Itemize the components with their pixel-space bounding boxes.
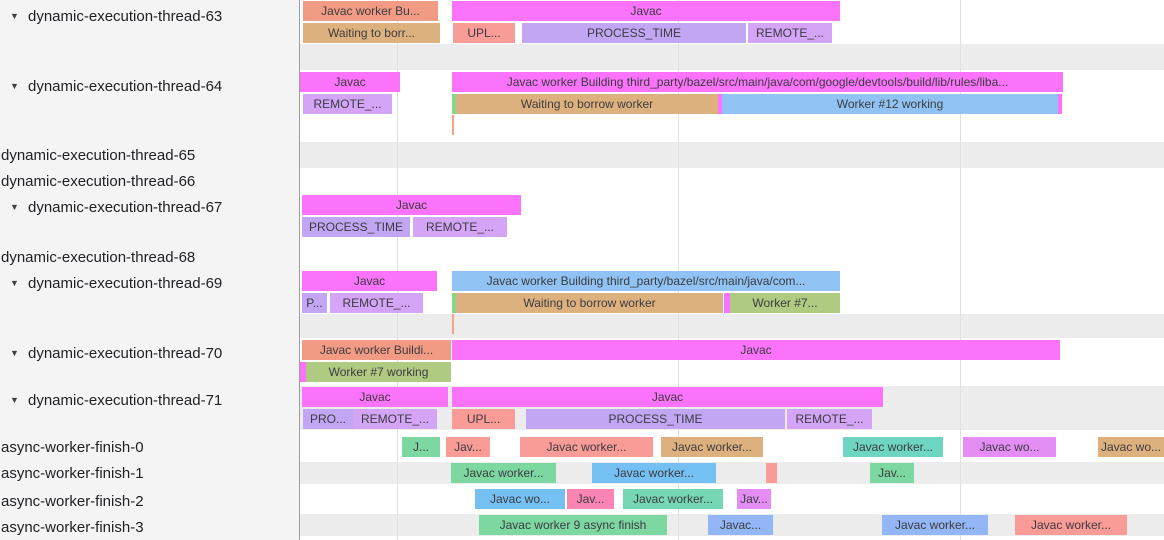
track-label-text: async-worker-finish-3 bbox=[1, 518, 144, 536]
track-label-text: async-worker-finish-1 bbox=[1, 464, 144, 482]
trace-span[interactable]: Javac bbox=[302, 195, 521, 215]
track-label-text: dynamic-execution-thread-66 bbox=[1, 172, 196, 190]
trace-span-sliver[interactable] bbox=[300, 362, 306, 382]
trace-span[interactable]: Javac worker Building third_party/bazel/… bbox=[452, 271, 840, 291]
trace-span[interactable]: Jav... bbox=[446, 437, 490, 457]
time-gridline bbox=[960, 0, 961, 540]
track-background-band bbox=[300, 142, 1164, 168]
trace-span[interactable]: Waiting to borr... bbox=[303, 23, 440, 43]
trace-span[interactable]: Javac worker... bbox=[843, 437, 943, 457]
trace-span[interactable]: PROCESS_TIME bbox=[526, 409, 785, 429]
track-label-async-worker-finish-1[interactable]: async-worker-finish-1 bbox=[0, 460, 299, 486]
instant-event-marker[interactable] bbox=[452, 314, 454, 334]
track-label-text: dynamic-execution-thread-64 bbox=[28, 77, 223, 95]
expand-arrow-icon[interactable]: ▼ bbox=[10, 202, 19, 212]
track-background-band bbox=[300, 462, 1164, 484]
time-gridline bbox=[397, 0, 398, 540]
trace-span[interactable]: Javac worker... bbox=[623, 489, 723, 509]
track-label-text: async-worker-finish-2 bbox=[1, 492, 144, 510]
trace-span[interactable]: Worker #7 working bbox=[306, 362, 451, 382]
trace-span[interactable]: Worker #12 working bbox=[722, 94, 1058, 114]
trace-span[interactable]: Javac wo... bbox=[475, 489, 565, 509]
track-label-dynamic-execution-thread-69[interactable]: ▼ dynamic-execution-thread-69 bbox=[0, 270, 298, 296]
trace-span[interactable]: Javac bbox=[452, 340, 1060, 360]
track-label-dynamic-execution-thread-66[interactable]: dynamic-execution-thread-66 bbox=[0, 168, 299, 194]
trace-span[interactable]: Javac worker... bbox=[520, 437, 653, 457]
expand-arrow-icon[interactable]: ▼ bbox=[10, 81, 19, 91]
trace-span[interactable]: Javac worker Buildi... bbox=[302, 340, 451, 360]
trace-span[interactable]: REMOTE_... bbox=[353, 409, 437, 429]
track-label-dynamic-execution-thread-68[interactable]: dynamic-execution-thread-68 bbox=[0, 244, 299, 270]
expand-arrow-icon[interactable]: ▼ bbox=[10, 278, 19, 288]
trace-span[interactable]: Javac bbox=[452, 1, 840, 21]
track-label-text: async-worker-finish-0 bbox=[1, 438, 144, 456]
expand-arrow-icon[interactable]: ▼ bbox=[10, 348, 19, 358]
trace-span[interactable]: Javac bbox=[300, 72, 400, 92]
time-gridline bbox=[678, 0, 679, 540]
trace-span[interactable]: UPL... bbox=[453, 23, 515, 43]
track-label-dynamic-execution-thread-67[interactable]: ▼ dynamic-execution-thread-67 bbox=[0, 194, 298, 220]
trace-span[interactable]: Javac worker... bbox=[882, 515, 988, 535]
trace-span[interactable]: UPL... bbox=[452, 409, 515, 429]
track-label-text: dynamic-execution-thread-71 bbox=[28, 391, 223, 409]
trace-span[interactable]: Javac worker... bbox=[1015, 515, 1127, 535]
trace-span[interactable]: PROCESS_TIME bbox=[522, 23, 746, 43]
trace-span[interactable]: Waiting to borrow worker bbox=[456, 94, 718, 114]
trace-span[interactable]: Javac wo... bbox=[963, 437, 1056, 457]
trace-span-sliver[interactable] bbox=[452, 94, 456, 114]
trace-span[interactable]: Jav... bbox=[567, 489, 614, 509]
track-label-dynamic-execution-thread-70[interactable]: ▼ dynamic-execution-thread-70 bbox=[0, 340, 298, 366]
track-label-async-worker-finish-2[interactable]: async-worker-finish-2 bbox=[0, 488, 299, 514]
trace-span[interactable]: REMOTE_... bbox=[787, 409, 872, 429]
track-label-text: dynamic-execution-thread-70 bbox=[28, 344, 223, 362]
expand-arrow-icon[interactable]: ▼ bbox=[10, 11, 19, 21]
trace-span[interactable]: PROCESS_TIME bbox=[302, 217, 410, 237]
trace-span[interactable]: Javac bbox=[302, 271, 437, 291]
trace-span[interactable]: REMOTE_... bbox=[413, 217, 507, 237]
track-label-async-worker-finish-0[interactable]: async-worker-finish-0 bbox=[0, 434, 299, 460]
track-background-band bbox=[300, 44, 1164, 70]
trace-span-sliver[interactable] bbox=[718, 94, 722, 114]
track-label-dynamic-execution-thread-65[interactable]: dynamic-execution-thread-65 bbox=[0, 142, 299, 168]
trace-span[interactable]: PRO... bbox=[303, 409, 353, 429]
track-label-text: dynamic-execution-thread-63 bbox=[28, 7, 223, 25]
trace-span-sliver[interactable] bbox=[1058, 94, 1062, 114]
trace-span[interactable]: Javac worker... bbox=[592, 463, 716, 483]
trace-span[interactable]: REMOTE_... bbox=[748, 23, 832, 43]
track-label-dynamic-execution-thread-64[interactable]: ▼ dynamic-execution-thread-64 bbox=[0, 73, 298, 99]
timeline-canvas[interactable]: Javac worker Bu... Javac Waiting to borr..… bbox=[300, 0, 1164, 540]
trace-span[interactable]: Jav... bbox=[737, 489, 771, 509]
track-label-text: dynamic-execution-thread-69 bbox=[28, 274, 223, 292]
track-background-band bbox=[300, 314, 1164, 338]
trace-span-sliver[interactable] bbox=[766, 463, 777, 483]
trace-span[interactable]: Javac bbox=[452, 387, 883, 407]
track-label-dynamic-execution-thread-63[interactable]: ▼ dynamic-execution-thread-63 bbox=[0, 3, 298, 29]
trace-span[interactable]: Javac wo... bbox=[1098, 437, 1164, 457]
trace-span[interactable]: Jav... bbox=[870, 463, 914, 483]
track-label-text: dynamic-execution-thread-67 bbox=[28, 198, 223, 216]
trace-span[interactable]: Javac... bbox=[708, 515, 773, 535]
track-name-sidebar: ▼ dynamic-execution-thread-63 ▼ dynamic-exe… bbox=[0, 0, 300, 540]
instant-event-marker[interactable] bbox=[452, 115, 454, 135]
track-label-dynamic-execution-thread-71[interactable]: ▼ dynamic-execution-thread-71 bbox=[0, 387, 298, 413]
trace-span[interactable]: REMOTE_... bbox=[330, 293, 423, 313]
trace-span[interactable]: Javac bbox=[302, 387, 448, 407]
expand-arrow-icon[interactable]: ▼ bbox=[10, 395, 19, 405]
trace-span[interactable]: Javac worker Bu... bbox=[303, 1, 438, 21]
trace-span[interactable]: P... bbox=[302, 293, 327, 313]
track-label-text: dynamic-execution-thread-68 bbox=[1, 248, 196, 266]
trace-span[interactable]: REMOTE_... bbox=[303, 94, 392, 114]
trace-span[interactable]: Waiting to borrow worker bbox=[456, 293, 723, 313]
trace-span[interactable]: J... bbox=[402, 437, 440, 457]
trace-span[interactable]: Javac worker... bbox=[451, 463, 556, 483]
track-label-async-worker-finish-3[interactable]: async-worker-finish-3 bbox=[0, 514, 299, 540]
trace-span-sliver[interactable] bbox=[452, 293, 456, 313]
track-label-text: dynamic-execution-thread-65 bbox=[1, 146, 196, 164]
trace-span[interactable]: Javac worker Building third_party/bazel/… bbox=[452, 72, 1063, 92]
trace-span[interactable]: Worker #7... bbox=[730, 293, 840, 313]
trace-span[interactable]: Javac worker... bbox=[661, 437, 763, 457]
trace-span[interactable]: Javac worker 9 async finish bbox=[479, 515, 667, 535]
trace-span-sliver[interactable] bbox=[724, 293, 730, 313]
